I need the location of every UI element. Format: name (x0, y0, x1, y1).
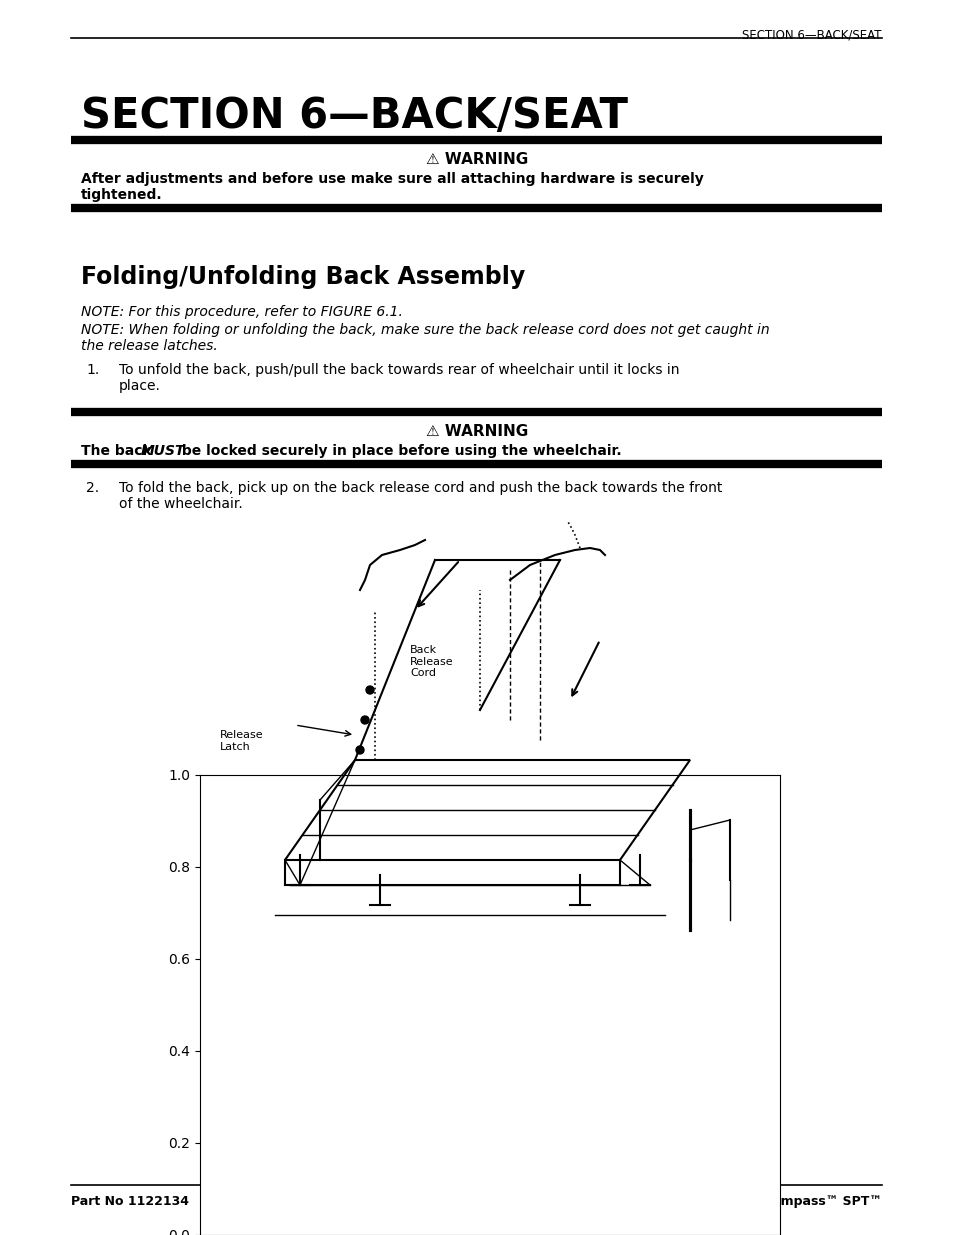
Text: ⚠ WARNING: ⚠ WARNING (425, 424, 528, 438)
Text: Folding/Unfolding Back Assembly: Folding/Unfolding Back Assembly (81, 266, 525, 289)
Text: 47: 47 (467, 1195, 486, 1209)
Text: After adjustments and before use make sure all attaching hardware is securely: After adjustments and before use make su… (81, 172, 703, 186)
Text: SECTION 6—BACK/SEAT: SECTION 6—BACK/SEAT (81, 95, 627, 137)
Text: ⚠ WARNING: ⚠ WARNING (425, 152, 528, 167)
Text: SECTION 6—BACK/SEAT: SECTION 6—BACK/SEAT (741, 28, 882, 41)
Text: place.: place. (119, 379, 161, 393)
Text: Folding/Unfolding Back Assembly: Folding/Unfolding Back Assembly (494, 1000, 738, 1014)
Text: be locked securely in place before using the wheelchair.: be locked securely in place before using… (177, 445, 621, 458)
Text: The back: The back (81, 445, 156, 458)
Text: the release latches.: the release latches. (81, 338, 217, 353)
Text: 1.: 1. (86, 363, 99, 377)
Text: Back
Release
Cord: Back Release Cord (410, 645, 453, 678)
Text: Release
Latch: Release Latch (220, 730, 263, 752)
Text: Part No 1122134: Part No 1122134 (71, 1195, 189, 1208)
Text: MUST: MUST (141, 445, 185, 458)
Text: NOTE: When folding or unfolding the back, make sure the back release cord does n: NOTE: When folding or unfolding the back… (81, 324, 769, 337)
Text: tightened.: tightened. (81, 188, 162, 203)
Text: FIGURE 6.1: FIGURE 6.1 (421, 1000, 509, 1014)
Text: 2.: 2. (86, 480, 99, 495)
Circle shape (360, 716, 369, 724)
Circle shape (366, 685, 374, 694)
Text: Compass™ SPT™: Compass™ SPT™ (762, 1195, 882, 1208)
Text: To fold the back, pick up on the back release cord and push the back towards the: To fold the back, pick up on the back re… (119, 480, 721, 495)
Circle shape (355, 746, 364, 755)
Text: of the wheelchair.: of the wheelchair. (119, 496, 242, 511)
Text: NOTE: For this procedure, refer to FIGURE 6.1.: NOTE: For this procedure, refer to FIGUR… (81, 305, 402, 319)
Text: To unfold the back, push/pull the back towards rear of wheelchair until it locks: To unfold the back, push/pull the back t… (119, 363, 679, 377)
